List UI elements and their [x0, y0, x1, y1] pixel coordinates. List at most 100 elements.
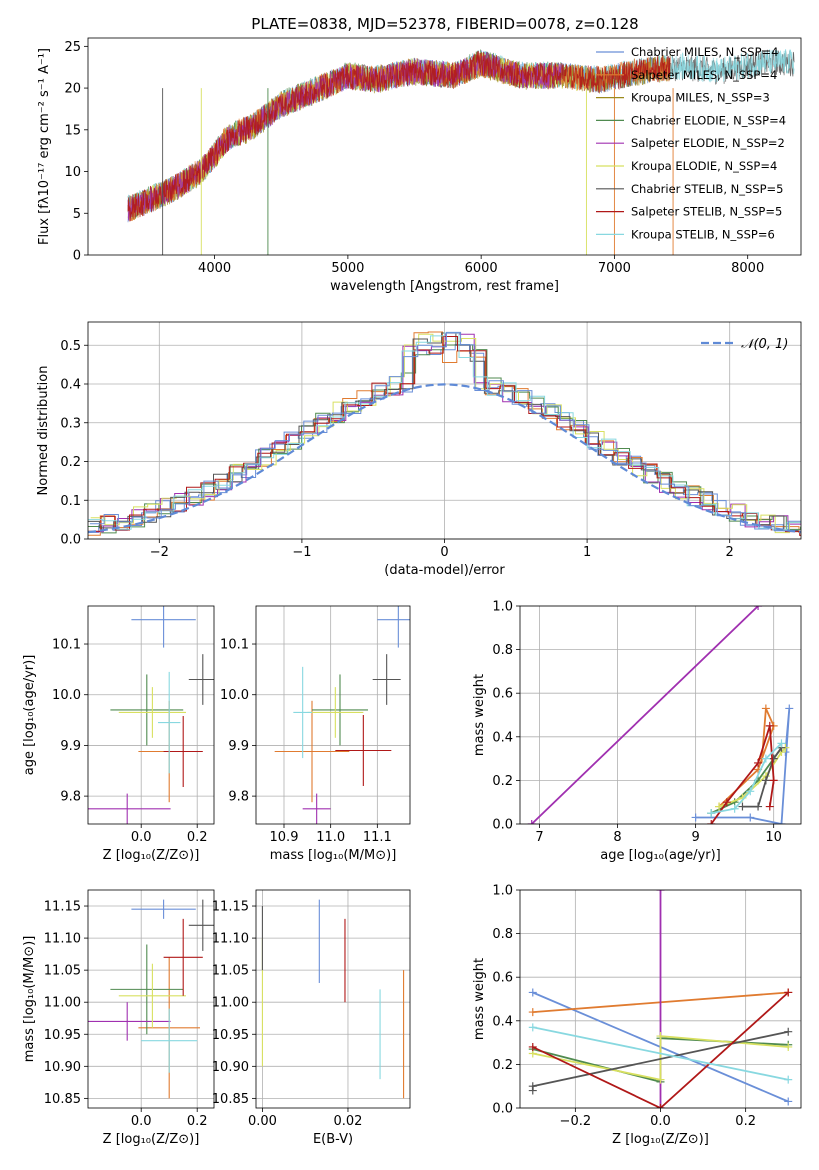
axes-frame — [255, 889, 411, 1109]
y-tick-label: 25 — [64, 40, 81, 55]
weight-point-marker — [769, 776, 778, 785]
y-tick-label: 0.6 — [492, 971, 513, 986]
weight-point-marker — [528, 1008, 537, 1017]
weight-point-marker — [769, 754, 778, 763]
plot-area-weight_vs_Z — [528, 890, 793, 1108]
weight-point-marker — [761, 754, 770, 763]
y-axis-label: age [log₁₀(age/yr)] — [22, 655, 37, 776]
y-tick-label: 10.85 — [44, 1092, 81, 1107]
histogram-step — [90, 333, 801, 534]
weight-point-marker — [527, 820, 536, 824]
x-tick-label: 0.2 — [187, 830, 208, 845]
weight-point-marker — [528, 1023, 537, 1032]
weight-series-line — [532, 991, 789, 1108]
histogram-step — [89, 331, 801, 532]
y-tick-label: 15 — [64, 123, 81, 138]
legend-entry: Chabrier ELODIE, N_SSP=4 — [631, 113, 786, 127]
weight-point-marker — [746, 787, 755, 796]
y-tick-label: 0.0 — [492, 1102, 513, 1117]
x-tick-label: 2 — [726, 545, 734, 560]
y-tick-label: 9.8 — [228, 790, 249, 805]
y-tick-label: 0.2 — [60, 455, 81, 470]
weight-point-marker — [730, 804, 739, 813]
weight-point-marker — [722, 798, 731, 807]
y-tick-label: 10.85 — [212, 1092, 249, 1107]
panel-mass_vs_Z: 0.0 0.2 10.85 10.90 10.95 11.00 11.05 11.10 11.1… — [22, 889, 215, 1147]
y-tick-label: 0.4 — [492, 1014, 513, 1029]
y-tick-label: 11.15 — [212, 900, 249, 915]
axes-frame — [87, 37, 802, 256]
y-tick-label: 0.8 — [492, 643, 513, 658]
x-tick-label: 8000 — [731, 261, 764, 276]
y-tick-label: 10 — [64, 165, 81, 180]
y-tick-label: 11.10 — [212, 932, 249, 947]
weight-point-marker — [656, 890, 665, 894]
x-tick-label: 0.0 — [131, 830, 152, 845]
y-tick-label: 1.0 — [492, 600, 513, 615]
weight-point-marker — [528, 1042, 537, 1051]
x-tick-label: 11.0 — [316, 830, 345, 845]
plot-area-spectrum — [127, 49, 795, 255]
weight-point-marker — [528, 1082, 537, 1091]
y-tick-label: 10.90 — [44, 1060, 81, 1075]
x-tick-label: 10 — [765, 830, 782, 845]
x-tick-label: 7 — [535, 830, 543, 845]
weight-point-marker — [528, 988, 537, 997]
weight-point-marker — [691, 813, 700, 822]
x-tick-label: 0.2 — [187, 1114, 208, 1129]
y-tick-label: 9.9 — [228, 739, 249, 754]
x-tick-label: 0.02 — [333, 1114, 362, 1129]
y-tick-label: 0.8 — [492, 927, 513, 942]
figure-title: PLATE=0838, MJD=52378, FIBERID=0078, z=0… — [251, 15, 638, 33]
plot-area-age_vs_Z — [88, 606, 214, 824]
y-tick-label: 0.1 — [60, 494, 81, 509]
y-axis-label: mass weight — [472, 674, 487, 756]
y-axis-label: Flux [fλ10⁻¹⁷ erg cm⁻² s⁻¹ A⁻¹] — [37, 48, 52, 245]
x-tick-label: 7000 — [598, 261, 631, 276]
y-tick-label: 0.5 — [60, 339, 81, 354]
y-tick-label: 0 — [73, 249, 81, 264]
x-axis-label: wavelength [Angstrom, rest frame] — [330, 279, 559, 294]
weight-point-marker — [765, 802, 774, 811]
panel-spectrum: 4000 5000 6000 7000 8000 0 5 10 15 20 25 wavelength… — [37, 37, 802, 294]
weight-point-marker — [784, 988, 793, 997]
weight-point-marker — [784, 1075, 793, 1084]
x-tick-label: 0 — [440, 545, 448, 560]
axes-frame — [519, 605, 802, 825]
normal-reference-curve — [88, 383, 801, 534]
weight-point-marker — [707, 809, 716, 818]
spectrum-series-line — [127, 50, 671, 222]
panel-age_vs_mass: 10.9 11.0 11.1 9.8 9.9 10.0 10.1 mass [log₁₀(M/… — [220, 605, 411, 863]
weight-point-marker — [738, 802, 747, 811]
x-tick-label: 8 — [613, 830, 621, 845]
weight-series-line — [531, 606, 759, 824]
panel-mass_vs_ebv: 0.00 0.02 10.85 10.90 10.95 11.00 11.05 11.10 11… — [212, 889, 411, 1147]
x-tick-label: 0.00 — [248, 1114, 277, 1129]
panel-weight_vs_age: 7 8 9 10 0.0 0.2 0.4 0.6 0.8 1.0 age [log₁₀(age/yr… — [472, 600, 802, 863]
axes-frame — [255, 605, 411, 825]
y-tick-label: 0.2 — [492, 774, 513, 789]
x-tick-label: 11.1 — [363, 830, 392, 845]
y-tick-label: 10.0 — [52, 688, 81, 703]
y-tick-label: 10.0 — [220, 688, 249, 703]
y-tick-label: 0.2 — [492, 1058, 513, 1073]
y-axis-label: Normed distribution — [36, 366, 51, 496]
y-tick-label: 0.6 — [492, 687, 513, 702]
y-axis-label: mass [log₁₀(M/M⊙)] — [22, 936, 37, 1063]
plot-area-age_vs_mass — [274, 606, 410, 824]
legend-entry: Salpeter ELODIE, N_SSP=2 — [631, 136, 785, 150]
x-tick-label: 6000 — [465, 261, 498, 276]
histogram-step — [88, 332, 801, 531]
panel-weight_vs_Z: −0.2 0.0 0.2 0.0 0.2 0.4 0.6 0.8 1.0 Z [log₁₀(Z/Z… — [472, 884, 802, 1147]
weight-point-marker — [746, 813, 755, 822]
weight-point-marker — [715, 802, 724, 811]
plot-area-residuals — [88, 331, 801, 536]
y-tick-label: 11.15 — [44, 900, 81, 915]
weight-series-line — [532, 1026, 789, 1081]
weight-point-marker — [784, 1042, 793, 1051]
legend-entry: Kroupa STELIB, N_SSP=6 — [631, 227, 775, 241]
x-tick-label: −1 — [292, 545, 311, 560]
weight-point-marker — [528, 1071, 537, 1080]
weight-point-marker — [761, 776, 770, 785]
